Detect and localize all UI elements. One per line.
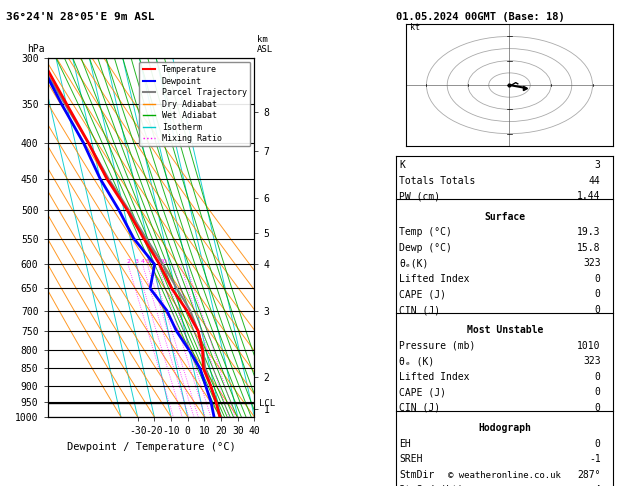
Text: CAPE (J): CAPE (J) [399,290,447,299]
Text: 287°: 287° [577,470,601,480]
Text: km
ASL: km ASL [257,35,272,54]
Text: kt: kt [410,23,420,33]
Text: EH: EH [399,439,411,449]
Text: 1.44: 1.44 [577,191,601,202]
Text: 2: 2 [126,260,130,264]
Text: Pressure (mb): Pressure (mb) [399,341,476,351]
Text: hPa: hPa [27,44,45,54]
Text: 10: 10 [160,260,167,264]
Text: CIN (J): CIN (J) [399,403,440,413]
Text: 4: 4 [140,260,145,264]
Text: 01.05.2024 00GMT (Base: 18): 01.05.2024 00GMT (Base: 18) [396,12,565,22]
Text: StmDir: StmDir [399,470,435,480]
Text: 0: 0 [595,403,601,413]
Text: CIN (J): CIN (J) [399,305,440,315]
Text: 44: 44 [589,176,601,186]
Text: Totals Totals: Totals Totals [399,176,476,186]
Text: Surface: Surface [484,212,525,222]
Legend: Temperature, Dewpoint, Parcel Trajectory, Dry Adiabat, Wet Adiabat, Isotherm, Mi: Temperature, Dewpoint, Parcel Trajectory… [140,62,250,146]
Text: 15.8: 15.8 [577,243,601,253]
Text: Dewp (°C): Dewp (°C) [399,243,452,253]
Text: 3: 3 [135,260,138,264]
Text: 36°24'N 28°05'E 9m ASL: 36°24'N 28°05'E 9m ASL [6,12,155,22]
Text: PW (cm): PW (cm) [399,191,440,202]
Text: 0: 0 [595,387,601,398]
Text: 323: 323 [583,259,601,268]
Text: CAPE (J): CAPE (J) [399,387,447,398]
Text: Lifted Index: Lifted Index [399,274,470,284]
Text: 0: 0 [595,274,601,284]
Text: Most Unstable: Most Unstable [467,325,543,335]
Text: Temp (°C): Temp (°C) [399,227,452,237]
Text: 0: 0 [595,305,601,315]
Text: LCL: LCL [259,399,275,408]
Text: Lifted Index: Lifted Index [399,372,470,382]
Text: 6: 6 [150,260,153,264]
Text: 0: 0 [595,372,601,382]
Text: 8: 8 [156,260,160,264]
Text: 323: 323 [583,356,601,366]
Text: 0: 0 [595,439,601,449]
Text: θₑ(K): θₑ(K) [399,259,429,268]
Text: 19.3: 19.3 [577,227,601,237]
Text: SREH: SREH [399,454,423,464]
Text: K: K [399,160,405,171]
Text: 5: 5 [145,260,150,264]
Text: -1: -1 [589,454,601,464]
Text: © weatheronline.co.uk: © weatheronline.co.uk [448,471,561,480]
Text: 0: 0 [595,290,601,299]
Text: 1010: 1010 [577,341,601,351]
Text: θₑ (K): θₑ (K) [399,356,435,366]
X-axis label: Dewpoint / Temperature (°C): Dewpoint / Temperature (°C) [67,442,235,451]
Text: 3: 3 [595,160,601,171]
Text: Hodograph: Hodograph [478,423,532,433]
